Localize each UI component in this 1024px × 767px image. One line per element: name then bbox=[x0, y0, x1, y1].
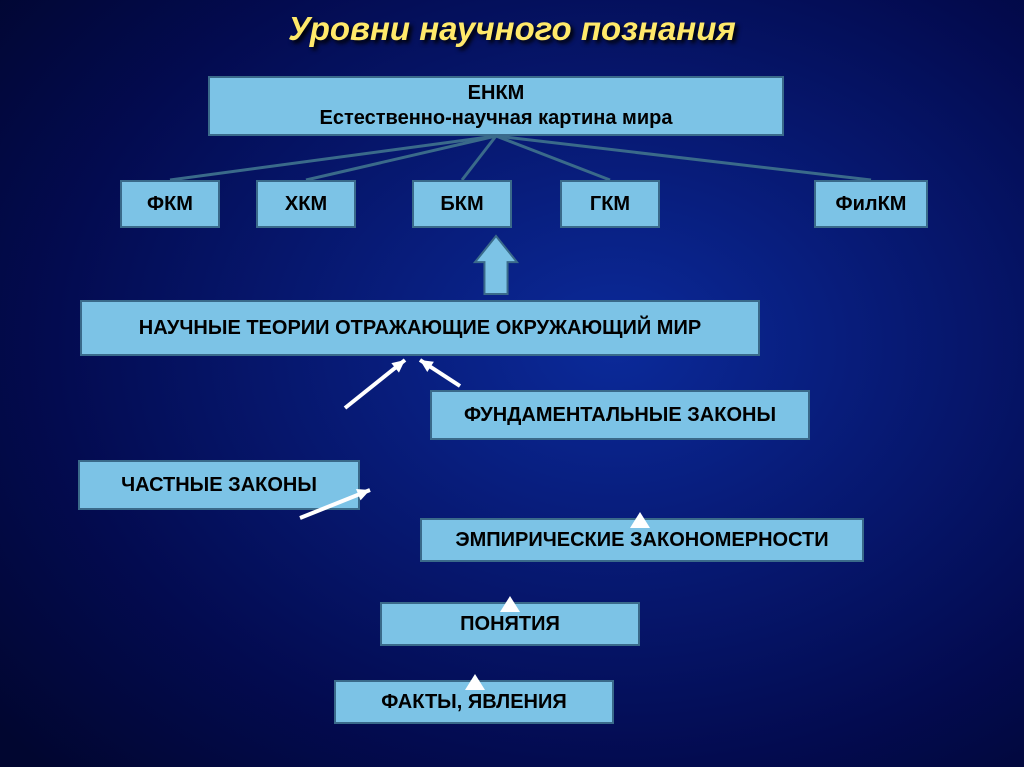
node-label: НАУЧНЫЕ ТЕОРИИ ОТРАЖАЮЩИЕ ОКРУЖАЮЩИЙ МИР bbox=[139, 316, 701, 341]
node-label: ЭМПИРИЧЕСКИЕ ЗАКОНОМЕРНОСТИ bbox=[455, 528, 828, 553]
node-label: БКМ bbox=[440, 192, 483, 217]
node-label: ФКМ bbox=[147, 192, 193, 217]
node-theories: НАУЧНЫЕ ТЕОРИИ ОТРАЖАЮЩИЕ ОКРУЖАЮЩИЙ МИР bbox=[80, 300, 760, 356]
node-filkm: ФилКМ bbox=[814, 180, 928, 228]
node-label: ФУНДАМЕНТАЛЬНЫЕ ЗАКОНЫ bbox=[464, 403, 776, 428]
node-label: ФилКМ bbox=[836, 192, 907, 217]
node-fkm: ФКМ bbox=[120, 180, 220, 228]
slide-title: Уровни научного познания bbox=[0, 10, 1024, 48]
node-hkm: ХКМ bbox=[256, 180, 356, 228]
node-enkm-line2: Естественно-научная картина мира bbox=[320, 106, 673, 131]
node-fundamental: ФУНДАМЕНТАЛЬНЫЕ ЗАКОНЫ bbox=[430, 390, 810, 440]
node-enkm: ЕНКМ Естественно-научная картина мира bbox=[208, 76, 784, 136]
node-empirical: ЭМПИРИЧЕСКИЕ ЗАКОНОМЕРНОСТИ bbox=[420, 518, 864, 562]
node-private: ЧАСТНЫЕ ЗАКОНЫ bbox=[78, 460, 360, 510]
node-bkm: БКМ bbox=[412, 180, 512, 228]
node-label: ХКМ bbox=[285, 192, 327, 217]
node-enkm-line1: ЕНКМ bbox=[320, 81, 673, 106]
node-label: ГКМ bbox=[590, 192, 630, 217]
node-gkm: ГКМ bbox=[560, 180, 660, 228]
node-concepts: ПОНЯТИЯ bbox=[380, 602, 640, 646]
node-label: ЧАСТНЫЕ ЗАКОНЫ bbox=[121, 473, 317, 498]
node-label: ФАКТЫ, ЯВЛЕНИЯ bbox=[381, 690, 567, 715]
node-label: ПОНЯТИЯ bbox=[460, 612, 560, 637]
node-facts: ФАКТЫ, ЯВЛЕНИЯ bbox=[334, 680, 614, 724]
